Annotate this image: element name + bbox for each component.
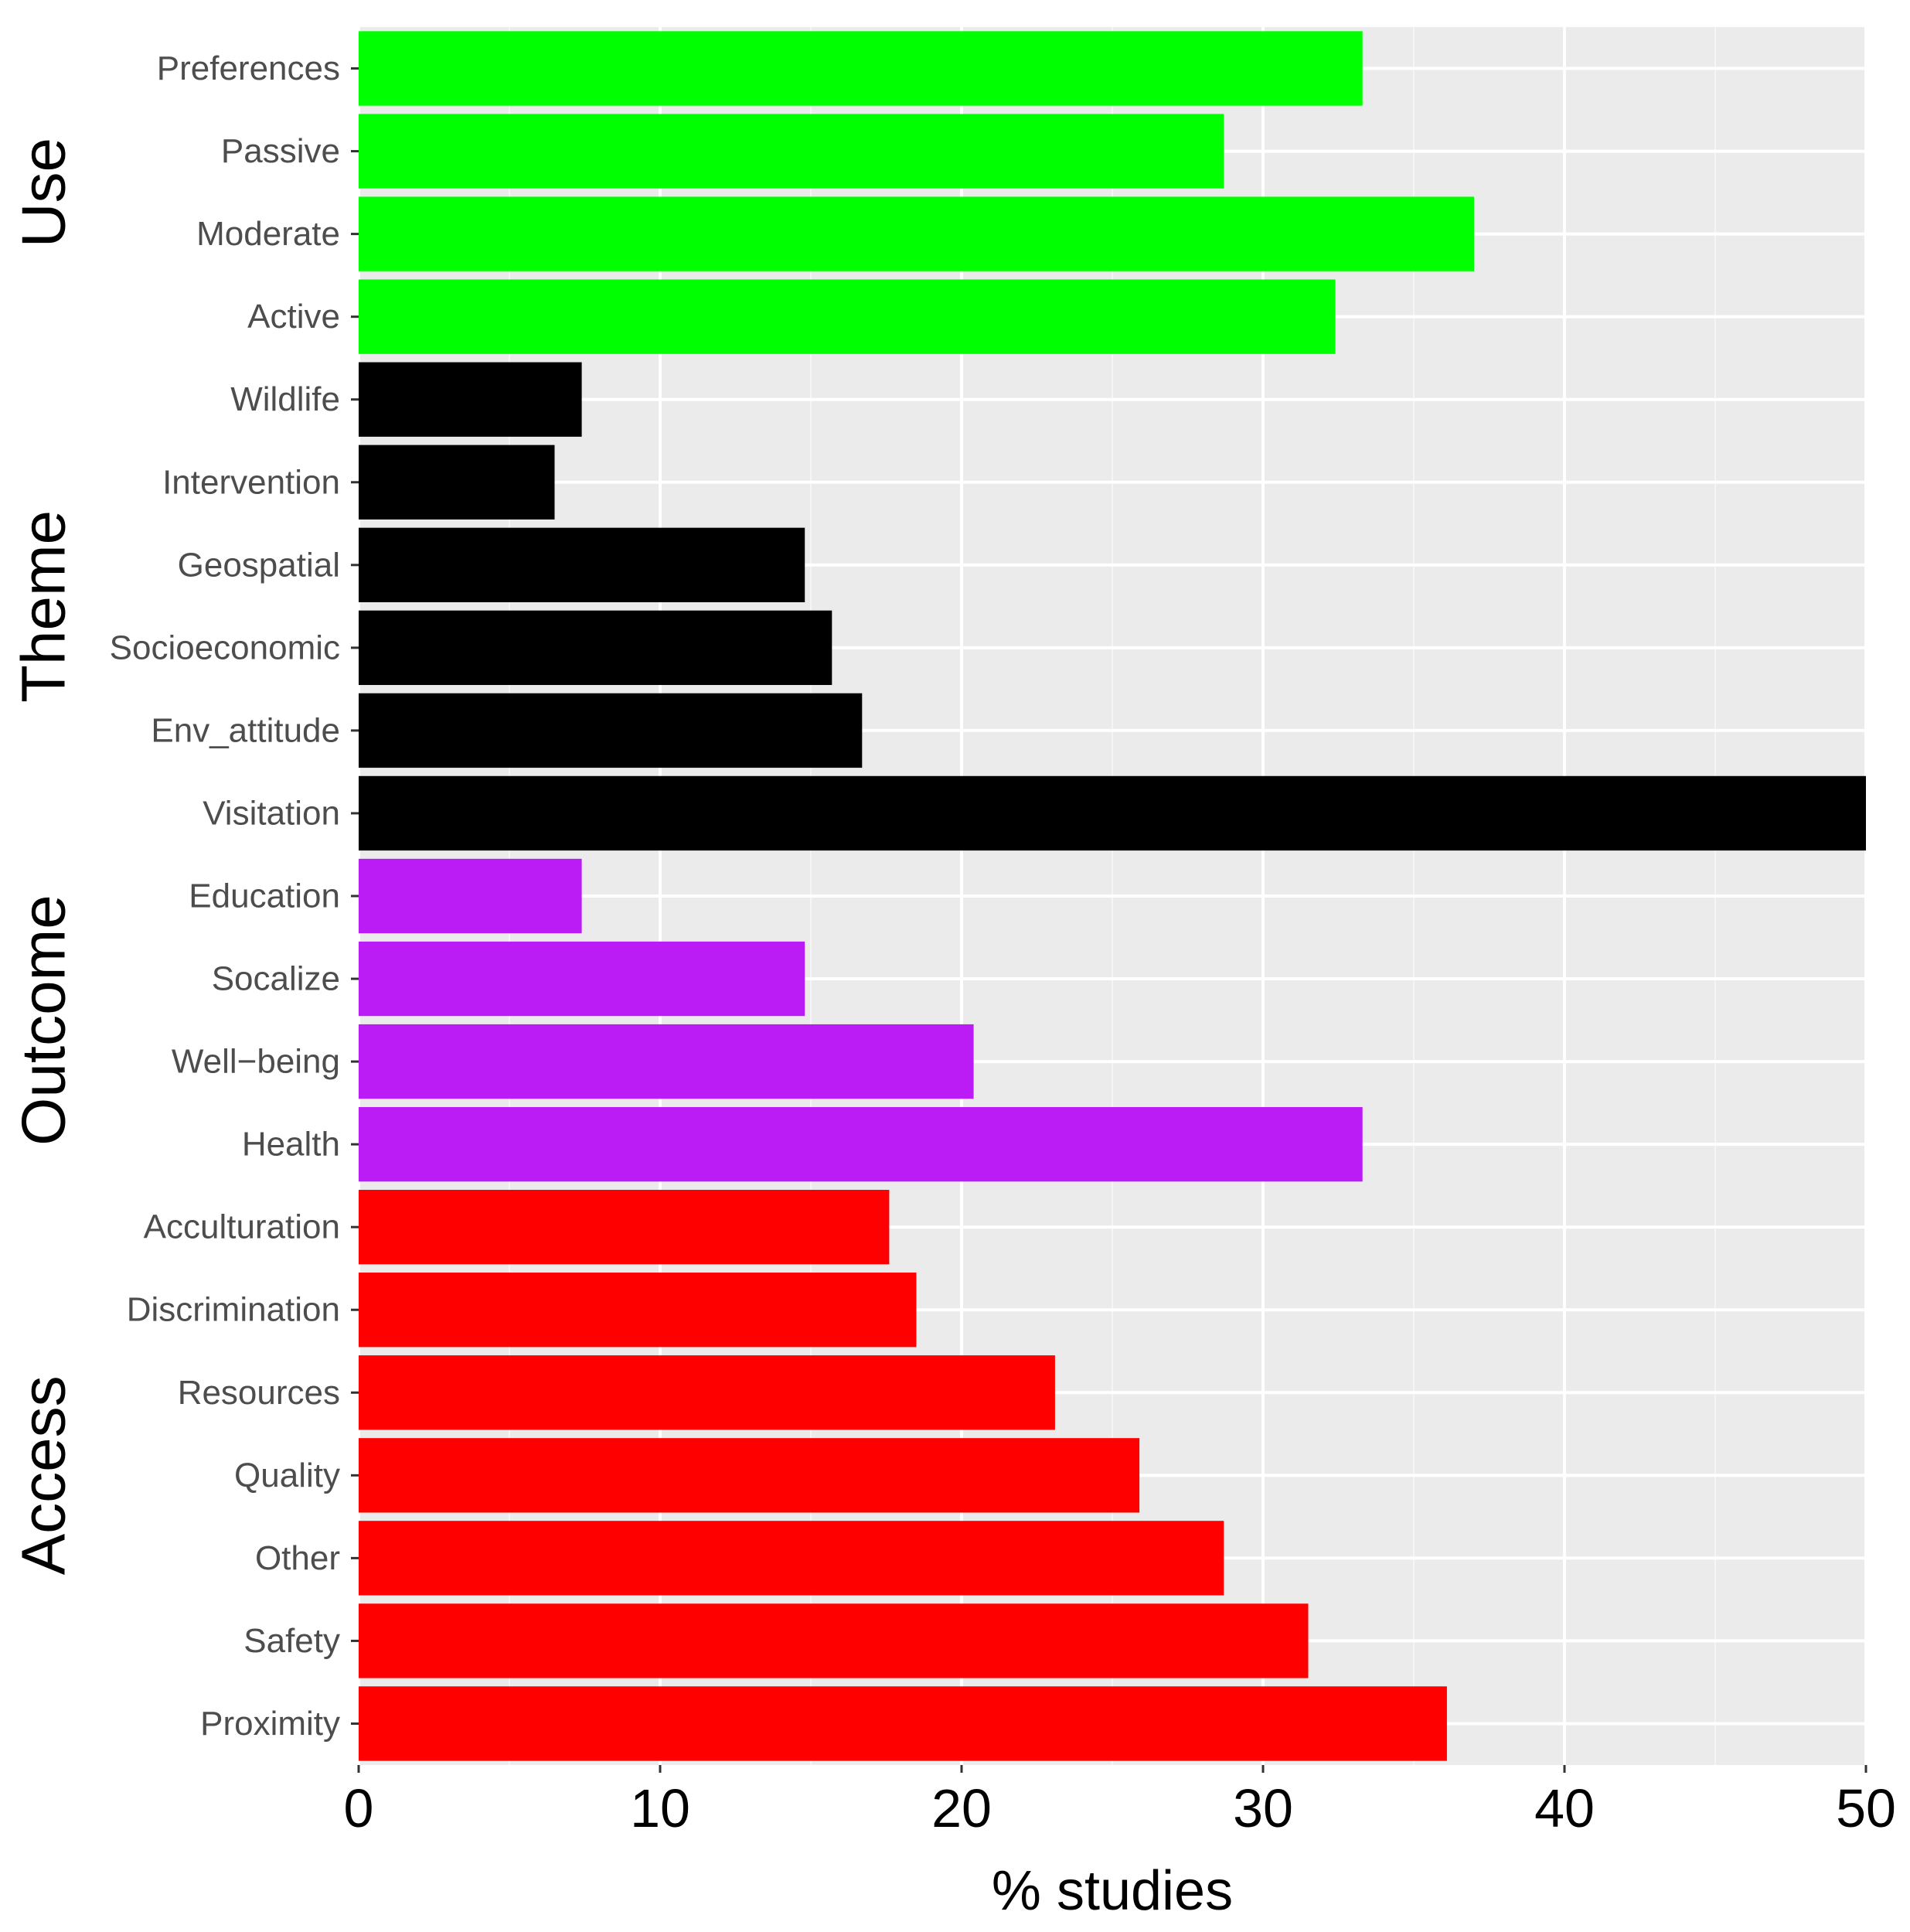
x-tick-label: 20 bbox=[931, 1778, 992, 1838]
bar-acculturation bbox=[359, 1190, 890, 1265]
group-label-outcome: Outcome bbox=[9, 894, 78, 1146]
category-label: Safety bbox=[243, 1622, 340, 1660]
category-label: Moderate bbox=[196, 215, 340, 253]
category-label: Env_attitude bbox=[151, 711, 340, 749]
bar-quality bbox=[359, 1438, 1140, 1513]
category-label: Intervention bbox=[162, 463, 340, 501]
bar-education bbox=[359, 858, 582, 934]
x-tick-label: 0 bbox=[344, 1778, 374, 1838]
group-label-theme: Theme bbox=[9, 510, 78, 703]
bar-geospatial bbox=[359, 527, 805, 602]
category-label: Discrimination bbox=[127, 1291, 340, 1329]
category-label: Visitation bbox=[203, 794, 340, 832]
x-tick-label: 40 bbox=[1534, 1778, 1595, 1838]
group-labels: Use Theme Outcome Access bbox=[9, 138, 78, 1575]
category-label: Education bbox=[189, 877, 340, 915]
bar-resources bbox=[359, 1355, 1055, 1430]
category-label: Proximity bbox=[200, 1705, 340, 1743]
category-label: Preferences bbox=[157, 49, 340, 87]
category-label: Socalize bbox=[212, 960, 340, 998]
x-tick-label: 50 bbox=[1836, 1778, 1896, 1838]
category-label: Resources bbox=[178, 1374, 340, 1412]
bar-intervention bbox=[359, 445, 555, 520]
category-label: Active bbox=[247, 298, 340, 336]
bar-socalize bbox=[359, 941, 805, 1017]
bar-proximity bbox=[359, 1686, 1447, 1761]
x-axis: 0 10 20 30 40 50 bbox=[344, 1765, 1896, 1838]
bar-well-being bbox=[359, 1024, 974, 1099]
x-tick-label: 10 bbox=[630, 1778, 690, 1838]
bar-other bbox=[359, 1521, 1224, 1596]
category-label: Quality bbox=[234, 1457, 340, 1494]
category-label: Socioeconomic bbox=[110, 629, 340, 666]
bar-moderate bbox=[359, 196, 1474, 271]
x-axis-title: % studies bbox=[992, 1860, 1233, 1922]
bar-preferences bbox=[359, 31, 1363, 106]
bar-active bbox=[359, 279, 1336, 354]
bars bbox=[359, 31, 1866, 1761]
category-label: Geospatial bbox=[178, 546, 340, 584]
bar-passive bbox=[359, 114, 1224, 189]
bar-socioeconomic bbox=[359, 610, 832, 686]
bar-visitation bbox=[359, 775, 1866, 851]
category-label: Well−being bbox=[172, 1043, 340, 1081]
bar-discrimination bbox=[359, 1273, 917, 1348]
group-label-access: Access bbox=[9, 1375, 78, 1575]
category-label: Passive bbox=[221, 132, 340, 170]
bar-safety bbox=[359, 1603, 1309, 1678]
x-tick-label: 30 bbox=[1233, 1778, 1293, 1838]
y-axis: Preferences Passive Moderate Active Wildlife… bbox=[110, 49, 359, 1743]
bar-health bbox=[359, 1106, 1363, 1182]
group-label-use: Use bbox=[9, 138, 78, 247]
category-label: Wildlife bbox=[230, 380, 340, 418]
category-label: Acculturation bbox=[144, 1208, 340, 1246]
bar-env-attitude bbox=[359, 693, 863, 768]
category-label: Other bbox=[255, 1539, 340, 1577]
category-label: Health bbox=[242, 1126, 340, 1164]
bar-wildlife bbox=[359, 362, 582, 437]
